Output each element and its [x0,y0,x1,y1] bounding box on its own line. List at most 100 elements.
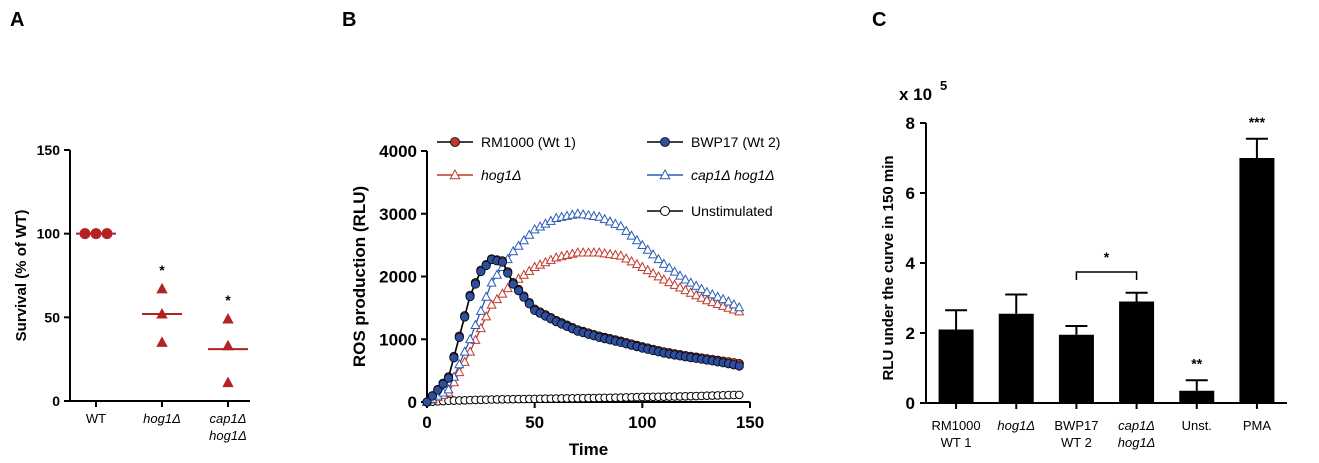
data-point [717,293,729,304]
y-tick-label: 8 [906,114,915,133]
panel-letter-b: B [342,9,356,31]
data-point [610,218,621,228]
data-point [631,258,643,269]
data-point [222,339,234,351]
y-tick-label: 2 [906,324,915,343]
x-category-label: BWP17 [1054,418,1098,433]
y-tick-label: 4 [906,254,916,273]
significance-marker: * [159,262,165,278]
data-point [664,276,675,287]
bar [1058,334,1094,403]
data-point [438,379,448,389]
data-point [443,373,454,383]
data-point [464,333,476,344]
significance-marker: *** [1249,114,1266,130]
data-point [156,336,168,347]
panel-c-rlu-bar-chart: 0 2 4 6 8 x 10 5 RLU under the curve in 150 min… [880,78,1287,450]
legend-entry: Unstimulated [647,203,773,219]
y-axis-label: ROS production (RLU) [350,186,369,367]
legend-marker [660,206,670,216]
y-tick-label: 1000 [379,330,417,349]
x-tick-label: 0 [422,413,431,432]
data-point [470,279,481,289]
x-category-label: cap1Δ [210,411,247,426]
data-point [669,266,680,276]
data-point [631,234,643,245]
y-tick-label: 50 [44,309,60,325]
y-axis-label: Survival (% of WT) [13,210,30,342]
panel-letter-c: C [872,9,886,31]
legend-entry: RM1000 (Wt 1) [437,134,576,150]
data-point [615,220,626,231]
data-point [156,282,168,294]
legend-label: Unstimulated [691,203,773,219]
data-point [626,230,637,240]
x-tick-label: 150 [736,413,764,432]
data-point [734,301,745,312]
panel-b-ros-kinetics-chart: 0 1000 2000 3000 4000 0 50 100 150 Time ROS produc… [350,134,780,459]
legend-label: hog1Δ [481,167,522,183]
data-point [481,310,492,321]
data-point [674,282,686,292]
data-point [502,282,513,293]
y-tick-label: 150 [37,142,61,158]
data-point [476,266,486,277]
x-tick-label: 100 [628,413,656,432]
legend-entry: BWP17 (Wt 2) [647,134,780,150]
data-point [513,286,524,296]
data-point [470,319,481,330]
y-tick-label: 0 [408,393,417,412]
data-point [626,255,637,266]
series-2 [421,247,745,406]
data-point [465,291,475,302]
panel-a-survival-chart: 0 50 100 150 Survival (% of WT) WT hog1Δ cap1Δ h… [13,142,250,443]
legend-label: cap1Δ hog1Δ [691,167,775,183]
data-point [707,296,718,307]
data-point [680,284,691,295]
data-point [459,356,470,366]
data-point [519,292,529,302]
x-category-label: Unst. [1182,418,1212,433]
data-point [497,257,507,267]
legend-entry: cap1Δ hog1Δ [647,167,775,183]
data-point [486,277,497,287]
data-point [513,240,524,250]
data-point [524,299,534,309]
data-point [497,288,508,298]
legend-marker [450,137,460,147]
data-point [433,385,443,395]
data-point [685,287,696,297]
data-point [658,274,669,284]
data-point [696,292,707,302]
x-category-label: hog1Δ [1118,435,1156,450]
data-point [508,279,518,289]
data-point [653,270,664,281]
bracket-significance-marker: * [1104,249,1110,265]
y-tick-label: 0 [52,393,60,409]
data-point [685,277,696,287]
data-point [524,229,535,239]
legend-entry: hog1Δ [437,167,522,183]
series-1 [422,254,744,407]
data-point [459,346,470,356]
data-point [443,383,454,394]
data-point [599,213,610,224]
legend-label: RM1000 (Wt 1) [481,134,576,150]
data-point [653,253,664,264]
data-point [647,248,659,259]
y-tick-label: 6 [906,184,915,203]
data-point [460,312,470,322]
panel-letter-a: A [10,9,24,31]
data-point [642,244,653,254]
x-tick-label: 50 [525,413,544,432]
data-point [621,225,632,235]
data-point [454,366,465,377]
x-category-label: WT [86,411,106,426]
y-tick-label: 2000 [379,268,417,287]
data-point [637,261,648,271]
data-point [647,267,659,278]
data-point [637,239,648,249]
y-axis-label: RLU under the curve in 150 min [880,155,897,380]
data-point [674,270,686,280]
data-point [664,262,675,272]
